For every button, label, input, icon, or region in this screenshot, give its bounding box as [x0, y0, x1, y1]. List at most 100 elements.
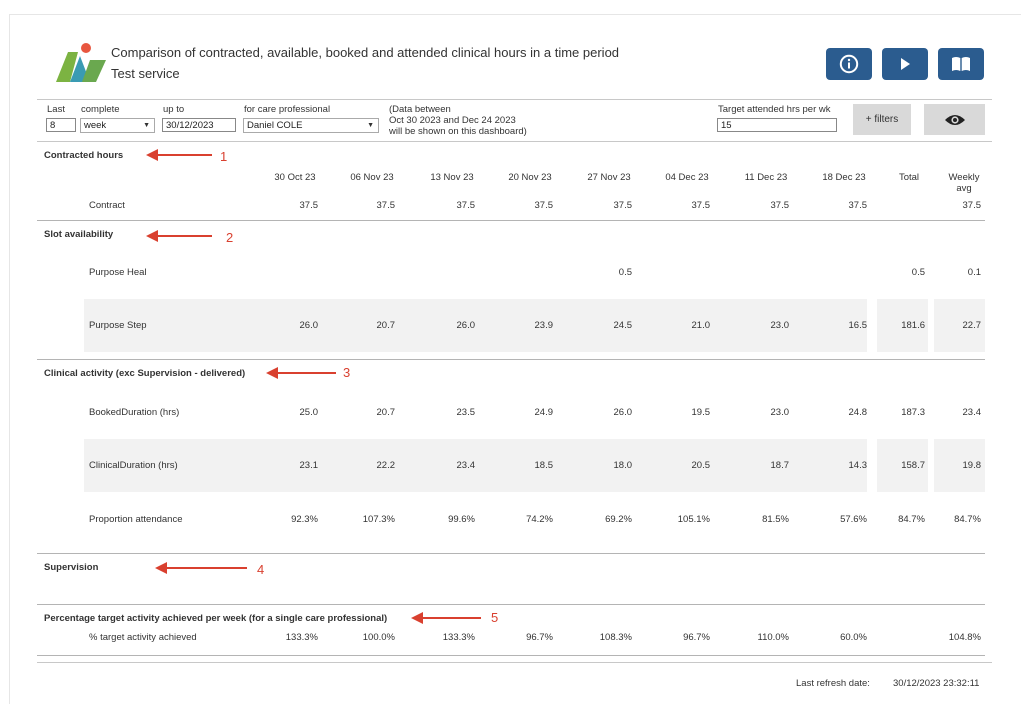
table-cell: 26.0 — [299, 320, 319, 331]
period-value: week — [84, 120, 107, 131]
last-input[interactable]: 8 — [46, 118, 76, 132]
column-header-week: 06 Nov 23 — [350, 172, 394, 183]
period-select[interactable]: week ▼ — [80, 118, 155, 133]
table-cell: 37.5 — [299, 200, 319, 211]
column-header-week: 20 Nov 23 — [508, 172, 552, 183]
page-subtitle: Test service — [111, 66, 180, 81]
annotation-number-5: 5 — [491, 610, 499, 625]
table-cell: 24.8 — [848, 407, 868, 418]
refresh-date: 30/12/2023 23:32:11 — [893, 678, 980, 689]
table-cell: 96.7% — [526, 632, 553, 643]
chevron-down-icon: ▼ — [143, 122, 150, 129]
eye-icon — [944, 114, 965, 125]
play-button[interactable] — [882, 48, 928, 80]
table-cell: 96.7% — [683, 632, 710, 643]
row-band — [877, 439, 928, 492]
book-button[interactable] — [938, 48, 984, 80]
table-cell: 25.0 — [299, 407, 319, 418]
table-cell: 133.3% — [442, 632, 475, 643]
row-label: ClinicalDuration (hrs) — [89, 460, 178, 471]
section-divider — [37, 553, 985, 554]
table-cell: 26.0 — [456, 320, 476, 331]
section-divider — [37, 220, 985, 221]
section-divider — [37, 359, 985, 360]
table-cell: 19.5 — [691, 407, 711, 418]
table-cell: 18.0 — [613, 460, 633, 471]
table-cell: 23.9 — [534, 320, 554, 331]
chevron-down-icon: ▼ — [367, 122, 374, 129]
row-band — [84, 439, 867, 492]
table-cell: 23.5 — [456, 407, 476, 418]
column-header-week: 13 Nov 23 — [430, 172, 474, 183]
section-divider — [37, 604, 985, 605]
professional-value: Daniel COLE — [247, 120, 303, 131]
row-label: Contract — [89, 200, 125, 211]
annotation-arrow-icon — [155, 562, 247, 574]
section-title-supervision: Supervision — [44, 562, 99, 573]
weekly-avg-cell: 19.8 — [962, 460, 982, 471]
date-range-note: (Data between Oct 30 2023 and Dec 24 202… — [389, 104, 527, 137]
table-cell: 18.5 — [534, 460, 554, 471]
section-title-target: Percentage target activity achieved per … — [44, 613, 388, 624]
last-label: Last — [47, 104, 65, 115]
total-cell: 158.7 — [901, 460, 925, 471]
note-line-2: Oct 30 2023 and Dec 24 2023 — [389, 115, 516, 126]
table-cell: 37.5 — [613, 200, 633, 211]
weekly-avg-cell: 104.8% — [948, 632, 981, 643]
column-header-week: 11 Dec 23 — [744, 172, 788, 183]
header-divider — [37, 99, 992, 100]
app-logo-icon — [56, 43, 106, 82]
upto-date-input[interactable]: 30/12/2023 — [162, 118, 236, 132]
table-cell: 23.0 — [770, 320, 790, 331]
visibility-button[interactable] — [924, 104, 985, 135]
professional-select[interactable]: Daniel COLE ▼ — [243, 118, 379, 133]
table-cell: 37.5 — [770, 200, 790, 211]
weekly-avg-cell: 84.7% — [954, 514, 981, 525]
table-cell: 74.2% — [526, 514, 553, 525]
row-band — [934, 299, 985, 352]
section-divider — [37, 655, 985, 656]
add-filters-button[interactable]: + filters — [853, 104, 911, 135]
annotation-number-1: 1 — [220, 149, 228, 164]
column-header-week: 30 Oct 23 — [274, 172, 316, 183]
dashboard-frame — [9, 14, 1021, 704]
table-cell: 133.3% — [285, 632, 318, 643]
table-cell: 23.4 — [456, 460, 476, 471]
table-cell: 21.0 — [691, 320, 711, 331]
weekly-header-line-1: Weekly — [948, 172, 980, 183]
row-label: Purpose Heal — [89, 267, 147, 278]
section-title-slots: Slot availability — [44, 229, 114, 240]
table-cell: 18.7 — [770, 460, 790, 471]
table-cell: 26.0 — [613, 407, 633, 418]
annotation-number-2: 2 — [226, 230, 234, 245]
table-cell: 0.5 — [618, 267, 632, 278]
table-cell: 57.6% — [840, 514, 867, 525]
table-cell: 37.5 — [456, 200, 476, 211]
annotation-arrow-icon — [266, 367, 336, 379]
note-line-3: will be shown on this dashboard) — [389, 126, 527, 137]
table-cell: 60.0% — [840, 632, 867, 643]
book-icon — [952, 57, 970, 71]
table-cell: 107.3% — [362, 514, 395, 525]
play-icon — [901, 58, 910, 70]
weekly-avg-cell: 23.4 — [962, 407, 982, 418]
info-button[interactable] — [826, 48, 872, 80]
table-cell: 37.5 — [848, 200, 868, 211]
section-title-clinical: Clinical activity (exc Supervision - del… — [44, 368, 246, 379]
row-label: % target activity achieved — [89, 632, 197, 643]
note-line-1: (Data between — [389, 104, 451, 115]
total-cell: 84.7% — [898, 514, 925, 525]
table-cell: 100.0% — [362, 632, 395, 643]
row-label: Proportion attendance — [89, 514, 183, 525]
row-band — [877, 299, 928, 352]
column-header-weekly-avg: Weekly avg — [934, 172, 994, 194]
row-band — [84, 299, 867, 352]
target-label: Target attended hrs per wk — [718, 104, 831, 115]
weekly-header-line-2: avg — [956, 183, 972, 194]
row-label: Purpose Step — [89, 320, 147, 331]
target-hours-input[interactable]: 15 — [717, 118, 837, 132]
weekly-avg-cell: 22.7 — [962, 320, 982, 331]
annotation-arrow-icon — [146, 149, 212, 161]
professional-label: for care professional — [244, 104, 331, 115]
total-cell: 181.6 — [901, 320, 925, 331]
